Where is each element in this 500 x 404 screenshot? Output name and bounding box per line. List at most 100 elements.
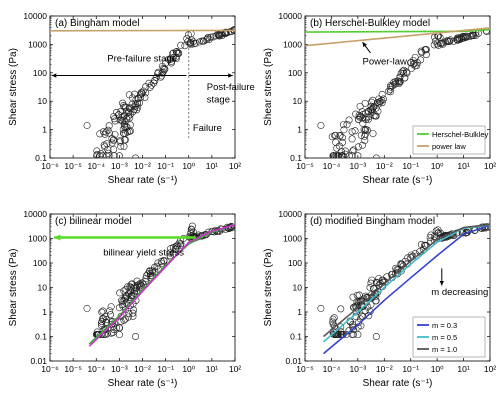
data-point (367, 106, 375, 114)
y-axis-label: Shear stress (Pa) (263, 249, 274, 327)
x-tick-label: 10⁻¹ (157, 161, 174, 171)
x-tick-label: 10⁰ (182, 364, 195, 374)
data-point (218, 31, 226, 39)
data-point (354, 319, 362, 327)
arrow-head (228, 73, 233, 78)
data-point (137, 94, 145, 102)
data-point (119, 125, 127, 133)
data-point (117, 116, 125, 124)
y-tick-label: 10000 (23, 11, 47, 21)
data-point (125, 91, 133, 99)
data-point (167, 59, 175, 67)
x-tick-label: 10⁻⁴ (87, 364, 105, 374)
data-point (407, 251, 415, 259)
data-point (332, 138, 340, 146)
panel-a: 0.1 1 10 100 1000 10000 10⁻⁶ 10⁻⁵ 10⁻⁴ 10⁻³ 10⁻² 10… (8, 11, 255, 186)
data-point (120, 116, 128, 124)
x-tick-label: 10⁻² (376, 364, 393, 374)
y-tick-label: 0.1 (35, 153, 47, 163)
model-line (88, 224, 235, 347)
data-point (329, 330, 337, 338)
data-point (330, 314, 338, 322)
data-point (341, 147, 349, 155)
x-tick-label: 10⁻³ (349, 364, 366, 374)
x-tick-label: 10⁰ (431, 364, 444, 374)
annotation: stage (207, 94, 230, 105)
data-point (128, 292, 136, 300)
x-axis-label: Shear rate (s⁻¹) (363, 175, 433, 186)
x-tick-label: 10² (484, 364, 496, 374)
data-point (83, 121, 91, 129)
y-axis-label: Shear stress (Pa) (8, 249, 19, 327)
data-point (157, 73, 165, 81)
data-point (363, 294, 371, 302)
data-point (103, 140, 111, 148)
data-point (132, 95, 140, 103)
data-point (97, 319, 105, 327)
data-point (177, 41, 185, 49)
data-point (99, 307, 107, 315)
data-point (422, 45, 430, 53)
data-point (162, 59, 170, 67)
data-point (470, 32, 478, 40)
data-point (397, 69, 405, 77)
data-point (117, 142, 125, 150)
panel-c: 0.01 0.1 1 10 100 1000 10000 10⁻⁶ 10⁻⁵ 10⁻⁴ 10⁻³ 10… (8, 209, 241, 389)
y-tick-label: 10 (38, 283, 48, 293)
data-point (139, 87, 147, 95)
y-axis-label: Shear stress (Pa) (8, 48, 19, 126)
data-point (430, 41, 438, 49)
data-point (443, 37, 451, 45)
y-tick-label: 1 (42, 125, 47, 135)
data-point (363, 126, 371, 134)
legend-label: power law (432, 142, 466, 151)
data-point (417, 241, 425, 249)
panel-d: 0.01 0.1 1 10 100 1000 10000 10⁻⁵ 10⁻⁴ 10⁻³ 10⁻² 10… (263, 209, 496, 389)
data-point (391, 80, 399, 88)
data-point (105, 152, 113, 158)
data-point (173, 47, 181, 55)
data-point (334, 152, 342, 158)
model-line (305, 27, 490, 47)
x-tick-label: 10¹ (206, 364, 218, 374)
panel-b: 0.1 1 10 100 1000 10000 10⁻⁵ 10⁻⁴ 10⁻³ 10⁻² 10⁻¹ 10… (263, 11, 496, 186)
data-point (117, 107, 125, 115)
data-point (106, 307, 114, 315)
data-point (137, 282, 145, 290)
y-tick-label: 1 (297, 307, 302, 317)
data-point (345, 116, 353, 124)
data-point (129, 108, 137, 116)
x-tick-label: 10⁰ (182, 161, 195, 171)
data-point (354, 152, 362, 158)
data-point (120, 316, 128, 324)
data-point (102, 128, 110, 136)
data-point (336, 131, 344, 139)
y-tick-label: 10 (38, 96, 48, 106)
data-point (161, 65, 169, 73)
data-point (420, 241, 428, 249)
data-point (152, 73, 160, 81)
y-tick-label: 1000 (28, 234, 47, 244)
data-point (317, 304, 325, 312)
data-point (177, 241, 185, 249)
data-point (390, 78, 398, 86)
y-tick-label: 0.1 (35, 332, 47, 342)
data-point (122, 107, 130, 115)
annotation: Power-law (363, 56, 407, 67)
data-point (169, 49, 177, 57)
data-point (122, 103, 130, 111)
y-tick-label: 1 (42, 307, 47, 317)
x-tick-label: 10⁰ (431, 161, 444, 171)
data-point (127, 293, 135, 301)
y-tick-label: 0.01 (285, 356, 302, 366)
legend-label: m = 0.3 (432, 321, 457, 330)
data-point (124, 113, 132, 121)
data-point (147, 272, 155, 280)
data-point (358, 141, 366, 149)
x-tick-label: 10⁻² (134, 161, 151, 171)
data-point (354, 331, 362, 339)
data-point (132, 332, 140, 340)
data-point (362, 115, 370, 123)
data-point (110, 145, 118, 153)
data-point (188, 226, 196, 234)
